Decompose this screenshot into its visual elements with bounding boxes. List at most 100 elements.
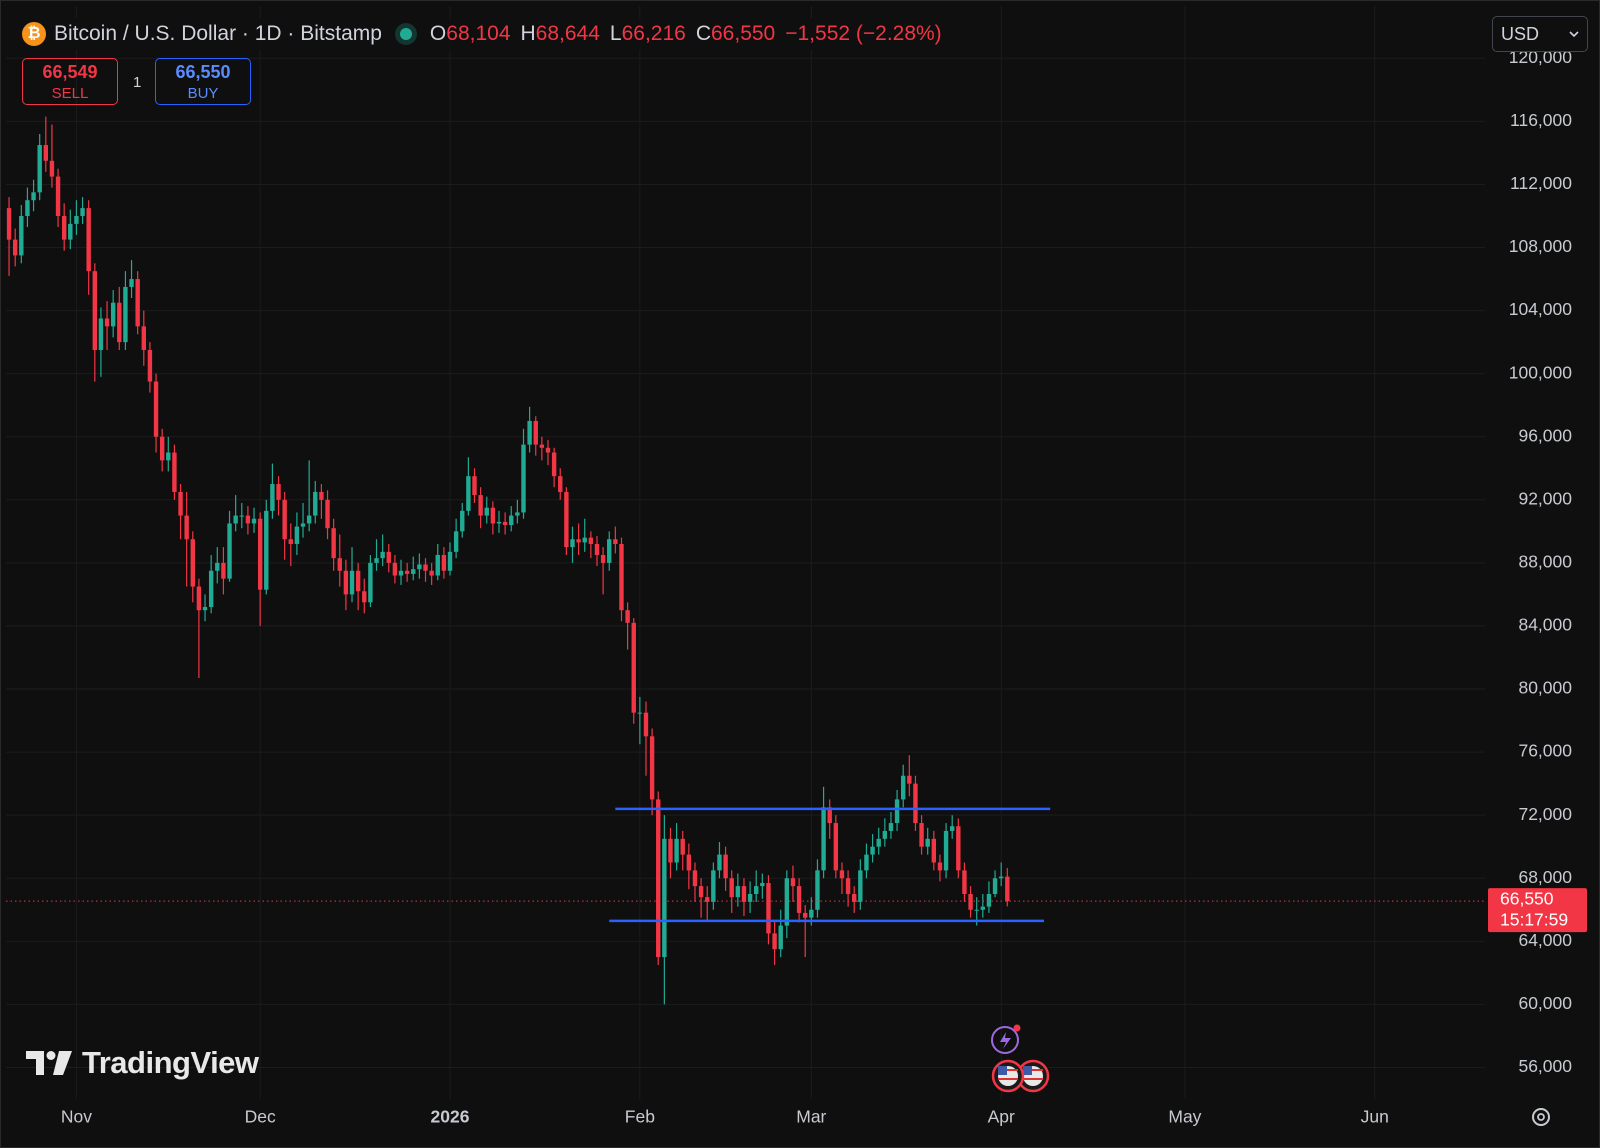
candle-body bbox=[790, 878, 796, 887]
candle-body bbox=[827, 807, 832, 824]
candle bbox=[509, 506, 514, 532]
candle-body bbox=[460, 510, 465, 532]
candle-body bbox=[631, 622, 636, 713]
candle bbox=[374, 539, 379, 571]
y-tick-label: 100,000 bbox=[1509, 362, 1573, 382]
ohlc-key: H bbox=[520, 22, 536, 45]
candle-body bbox=[453, 531, 459, 552]
candle bbox=[502, 512, 508, 535]
candle-body bbox=[705, 897, 710, 902]
candle bbox=[649, 728, 655, 816]
candle-body bbox=[600, 555, 606, 563]
candle bbox=[600, 547, 606, 595]
candle-body bbox=[509, 515, 514, 526]
candle bbox=[545, 439, 551, 466]
buy-label: BUY bbox=[187, 84, 219, 102]
candle bbox=[533, 416, 538, 456]
candle bbox=[86, 200, 91, 295]
candle bbox=[919, 815, 924, 855]
ohlc-key: L bbox=[609, 22, 622, 45]
candle-body bbox=[331, 528, 336, 559]
candle-body bbox=[962, 870, 967, 895]
buy-button[interactable]: 66,550 BUY bbox=[155, 58, 251, 105]
candle bbox=[166, 436, 171, 472]
candle bbox=[172, 444, 177, 500]
candle-body bbox=[1005, 876, 1010, 902]
candle bbox=[472, 468, 477, 503]
candle-body bbox=[545, 447, 551, 453]
candle-body bbox=[411, 569, 416, 574]
candle bbox=[747, 881, 753, 913]
candle-body bbox=[343, 570, 349, 595]
candle bbox=[257, 512, 263, 626]
candle bbox=[925, 827, 930, 855]
candle-body bbox=[202, 607, 208, 611]
candle-body bbox=[435, 555, 440, 576]
candle-body bbox=[803, 912, 808, 918]
candle bbox=[662, 815, 667, 1005]
candle-body bbox=[61, 215, 67, 240]
candle bbox=[55, 168, 61, 228]
candle-body bbox=[986, 894, 992, 907]
candle-body bbox=[833, 823, 839, 871]
candle bbox=[61, 203, 67, 251]
candle-body bbox=[515, 512, 520, 516]
candle-body bbox=[288, 539, 293, 544]
event-icon bbox=[1000, 1032, 1011, 1049]
candle bbox=[129, 260, 134, 298]
sell-label: SELL bbox=[51, 84, 89, 102]
candle bbox=[796, 878, 802, 923]
candle bbox=[362, 578, 367, 614]
candle-body bbox=[852, 894, 857, 902]
candle-body bbox=[215, 562, 220, 571]
candle-body bbox=[754, 886, 759, 895]
candle bbox=[453, 518, 459, 559]
candle bbox=[827, 799, 832, 839]
candle bbox=[215, 547, 220, 584]
candle-body bbox=[607, 539, 612, 563]
candle-body bbox=[594, 543, 600, 555]
sell-button[interactable]: 66,549 SELL bbox=[22, 58, 118, 105]
candle bbox=[515, 499, 520, 524]
candle-body bbox=[6, 208, 12, 240]
candle bbox=[564, 487, 569, 555]
candle-body bbox=[178, 491, 183, 516]
candle bbox=[190, 531, 195, 603]
candle bbox=[306, 460, 312, 532]
currency-select[interactable]: USD bbox=[1492, 16, 1588, 52]
candle bbox=[31, 179, 36, 212]
candle-body bbox=[31, 192, 36, 201]
candle-body bbox=[772, 933, 777, 950]
candle-body bbox=[864, 854, 869, 871]
candle bbox=[882, 818, 888, 847]
candle bbox=[680, 830, 685, 871]
candle bbox=[355, 562, 361, 611]
flag-canton bbox=[1023, 1066, 1032, 1075]
candle bbox=[668, 827, 673, 879]
candle bbox=[698, 878, 704, 918]
flag-canton bbox=[998, 1066, 1007, 1075]
candle-body bbox=[502, 521, 508, 526]
candle-body bbox=[760, 882, 765, 887]
candle bbox=[447, 542, 453, 576]
candle bbox=[588, 531, 594, 559]
change: −1,552 (−2.28%) bbox=[785, 22, 942, 45]
candle bbox=[686, 843, 692, 890]
candle-body bbox=[551, 452, 557, 477]
candle-body bbox=[276, 484, 281, 500]
y-tick-label: 104,000 bbox=[1509, 299, 1573, 319]
candle bbox=[208, 555, 214, 614]
candle bbox=[276, 476, 281, 516]
event-icons bbox=[991, 1024, 1050, 1093]
candle-body bbox=[245, 515, 251, 524]
candle-body bbox=[68, 223, 73, 240]
candle bbox=[754, 870, 759, 902]
candle bbox=[582, 518, 587, 552]
y-tick-label: 112,000 bbox=[1510, 173, 1572, 193]
last-price-box bbox=[1488, 888, 1587, 933]
candle bbox=[625, 602, 630, 650]
y-tick-label: 72,000 bbox=[1518, 804, 1572, 824]
candle-body bbox=[368, 562, 373, 603]
candle-body bbox=[190, 539, 195, 587]
candle-body bbox=[129, 279, 134, 287]
